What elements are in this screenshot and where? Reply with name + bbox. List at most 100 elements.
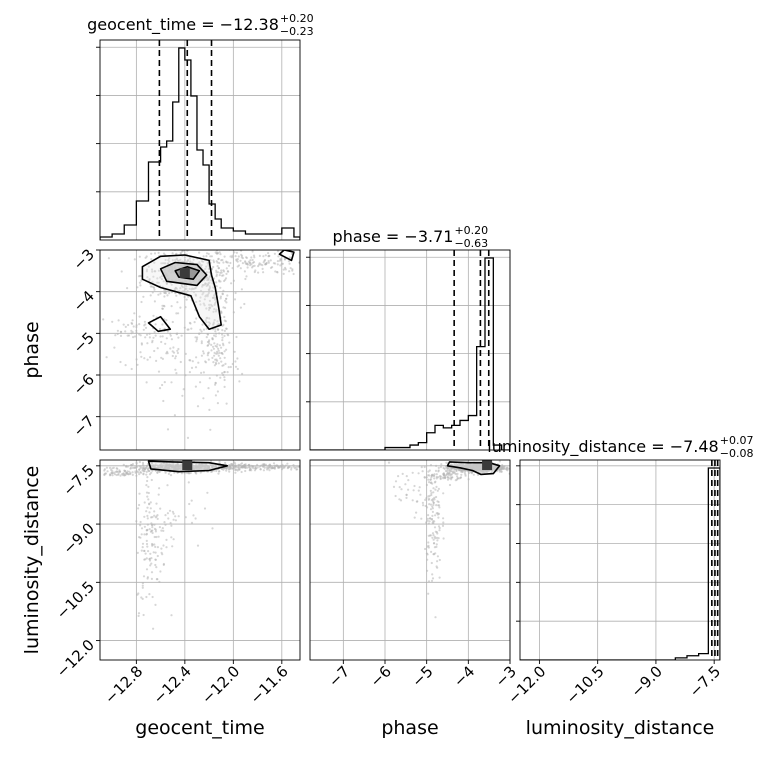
scatter-point	[207, 246, 209, 248]
scatter-point	[448, 483, 452, 487]
scatter-point	[148, 557, 151, 560]
scatter-point	[117, 319, 120, 322]
scatter-point	[431, 507, 434, 510]
scatter-point	[151, 524, 154, 527]
scatter-point	[181, 290, 185, 293]
scatter-point	[216, 265, 219, 268]
scatter-point	[234, 291, 237, 295]
scatter-point	[229, 466, 232, 469]
y-axis-label-phase: phase	[21, 321, 43, 378]
scatter-point	[153, 300, 156, 303]
scatter-point	[231, 267, 234, 270]
scatter-point	[175, 294, 178, 297]
scatter-point	[220, 346, 223, 349]
scatter-point	[398, 486, 401, 489]
scatter-point	[154, 528, 157, 531]
scatter-point	[253, 264, 256, 267]
scatter-point	[140, 355, 143, 358]
scatter-point	[148, 593, 151, 596]
scatter-point	[140, 466, 143, 469]
scatter-point	[138, 255, 141, 258]
scatter-point	[422, 504, 425, 507]
scatter-point	[281, 468, 284, 471]
scatter-point	[157, 493, 160, 496]
scatter-point	[195, 465, 199, 468]
scatter-point	[225, 402, 228, 405]
scatter-point	[201, 323, 204, 326]
panel-title-lower-error: −0.63	[454, 237, 488, 250]
scatter-point	[110, 471, 113, 474]
scatter-point	[431, 577, 435, 580]
scatter-point	[151, 531, 154, 535]
scatter-point	[192, 514, 195, 517]
scatter-point	[138, 315, 141, 318]
scatter-point	[138, 460, 141, 464]
scatter-point	[105, 466, 108, 469]
scatter-point	[206, 354, 209, 357]
scatter-point	[239, 306, 242, 309]
scatter-point	[212, 361, 215, 364]
scatter-point	[174, 357, 177, 360]
scatter-point	[225, 272, 228, 275]
scatter-point	[427, 541, 430, 544]
scatter-point	[145, 542, 149, 546]
scatter-point	[200, 342, 203, 345]
scatter-point	[433, 526, 437, 529]
scatter-point	[145, 270, 148, 273]
scatter-point	[433, 477, 436, 480]
scatter-point	[248, 465, 252, 468]
scatter-point	[186, 436, 190, 439]
scatter-point	[145, 595, 148, 599]
scatter-point	[161, 323, 164, 326]
scatter-point	[216, 343, 219, 346]
scatter-point	[119, 334, 123, 337]
scatter-point	[162, 280, 165, 283]
scatter-point	[162, 529, 165, 533]
scatter-point	[159, 335, 162, 338]
x-tick-label-phase: −6	[367, 662, 395, 690]
scatter-point	[244, 260, 247, 263]
scatter-point	[234, 255, 237, 258]
scatter-point	[432, 538, 435, 541]
scatter-point	[476, 473, 480, 476]
scatter-point	[205, 252, 209, 255]
scatter-point	[176, 351, 179, 355]
scatter-point	[174, 292, 177, 295]
scatter-point	[161, 262, 165, 265]
scatter-point	[441, 524, 445, 528]
scatter-point	[498, 460, 501, 463]
scatter-point	[428, 469, 431, 472]
scatter-point	[437, 470, 440, 473]
scatter-point	[223, 356, 226, 359]
scatter-point	[150, 258, 153, 261]
scatter-point	[442, 517, 445, 520]
scatter-point	[227, 270, 230, 273]
scatter-point	[210, 349, 213, 352]
scatter-point	[276, 260, 279, 263]
scatter-point	[144, 323, 147, 326]
scatter-point	[437, 476, 440, 479]
contour-group-phase_vs_geocent	[141, 250, 295, 333]
scatter-point	[114, 470, 117, 474]
scatter-point	[273, 466, 276, 469]
scatter-point	[222, 270, 226, 273]
scatter-point	[235, 251, 238, 254]
scatter-point	[215, 469, 218, 473]
scatter-point	[254, 467, 257, 470]
scatter-point	[450, 463, 453, 466]
scatter-point	[197, 361, 200, 364]
scatter-point	[267, 261, 270, 264]
scatter-point	[194, 336, 197, 339]
scatter-point	[219, 357, 222, 360]
scatter-point	[224, 306, 227, 309]
scatter-point	[167, 466, 171, 469]
scatter-point	[212, 323, 215, 326]
scatter-point	[457, 469, 461, 472]
scatter-point	[167, 517, 170, 520]
scatter-point	[221, 364, 224, 367]
scatter-point	[134, 335, 137, 338]
scatter-point	[164, 471, 167, 474]
scatter-point	[454, 473, 458, 476]
scatter-point	[157, 269, 160, 272]
